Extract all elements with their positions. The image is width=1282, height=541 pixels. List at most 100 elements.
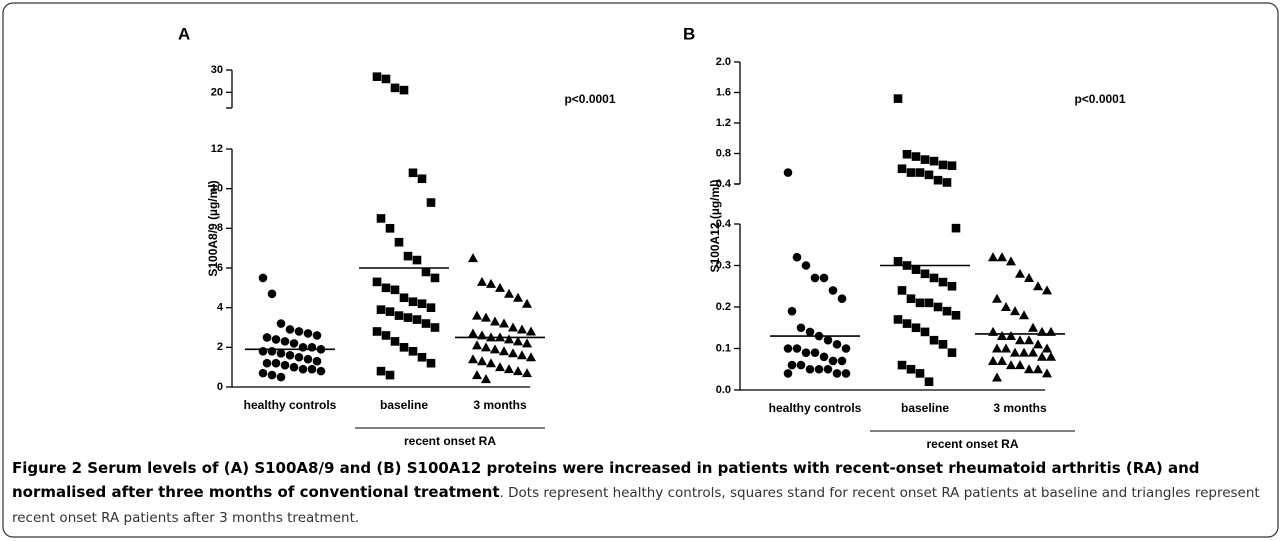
triangle-point (513, 336, 523, 346)
triangle-point (1046, 351, 1056, 361)
triangle-point (513, 292, 523, 302)
triangle-point (472, 370, 482, 380)
dot (285, 325, 295, 334)
square-point (417, 352, 427, 362)
square-point (426, 198, 436, 207)
square-point (947, 161, 957, 170)
dot (783, 369, 793, 378)
dot (303, 354, 313, 364)
dot (258, 347, 268, 356)
triangle-point (504, 334, 514, 344)
y-tick-label: 2 (217, 341, 223, 353)
p-value: p<0.0001 (564, 92, 615, 106)
square-point (951, 223, 961, 233)
square-point (385, 307, 395, 316)
dot (298, 343, 308, 352)
square-point (376, 214, 386, 223)
square-point (938, 277, 948, 287)
caption: Figure 2 Serum levels of (A) S100A8/9 an… (12, 456, 1268, 530)
square-point (911, 265, 921, 274)
square-point (929, 335, 939, 345)
triangle-point (997, 331, 1007, 341)
y-tick-label: 0.0 (716, 384, 731, 396)
x-tick-label: baseline (380, 398, 428, 412)
square-point (385, 224, 395, 233)
y-axis-label: S100A12 (µg/ml) (708, 180, 722, 273)
dot (289, 339, 299, 348)
group-label: recent onset RA (926, 437, 1018, 451)
triangle-point (468, 328, 478, 338)
triangle-point (1010, 347, 1020, 357)
triangle-point (477, 356, 487, 366)
square-point (385, 370, 395, 380)
triangle-point (499, 318, 509, 328)
dot (258, 273, 268, 283)
square-point (381, 283, 391, 293)
triangle-point (997, 355, 1007, 365)
dot (796, 323, 806, 333)
square-point (408, 168, 418, 178)
y-tick-label: 2.0 (716, 56, 731, 68)
dot (819, 352, 829, 362)
square-point (408, 347, 418, 356)
triangle-point (1033, 281, 1043, 291)
square-point (390, 337, 400, 346)
square-point (942, 178, 952, 187)
dot (267, 370, 277, 380)
dot (258, 368, 268, 378)
square-point (399, 343, 409, 352)
square-point (430, 273, 440, 283)
square-point (902, 149, 912, 159)
square-point (938, 160, 948, 170)
caption-title: Figure 2 Serum levels of (A) S100A8/9 an… (12, 459, 1200, 501)
triangle-point (481, 342, 491, 352)
triangle-point (1033, 339, 1043, 349)
y-tick-label: 0.2 (716, 301, 731, 313)
square-point (938, 340, 948, 349)
x-tick-label: baseline (901, 401, 949, 415)
square-point (942, 306, 952, 316)
triangle-point (1037, 351, 1047, 361)
dot (307, 343, 317, 352)
dot (837, 356, 847, 366)
triangle-point (468, 354, 478, 364)
triangle-point (1015, 335, 1025, 345)
square-point (915, 168, 925, 177)
triangle-point (481, 374, 491, 384)
triangle-point (522, 298, 532, 308)
triangle-point (472, 340, 482, 350)
dot (285, 350, 295, 360)
dot (294, 352, 304, 362)
square-point (421, 267, 431, 277)
dot (792, 252, 802, 262)
triangle-point (517, 324, 527, 334)
y-tick-label: 6 (217, 262, 223, 274)
square-point (399, 293, 409, 303)
triangle-point (522, 368, 532, 378)
triangle-point (486, 358, 496, 368)
panel-label: B (683, 24, 695, 43)
triangle-point (490, 316, 500, 326)
triangle-point (477, 276, 487, 286)
square-point (924, 298, 934, 308)
x-tick-label: healthy controls (244, 398, 337, 412)
square-point (426, 303, 436, 312)
square-point (893, 257, 903, 266)
square-point (911, 152, 921, 161)
x-tick-label: healthy controls (769, 401, 862, 415)
square-point (372, 277, 382, 287)
square-point (924, 170, 934, 180)
dot (787, 360, 797, 370)
triangle-point (1028, 347, 1038, 357)
triangle-point (1006, 256, 1016, 266)
y-tick-label: 12 (211, 143, 223, 155)
triangle-point (1042, 343, 1052, 353)
square-point (408, 297, 418, 307)
dot (819, 273, 829, 283)
triangle-point (1028, 322, 1038, 332)
triangle-point (490, 344, 500, 354)
square-point (403, 251, 413, 261)
square-point (906, 364, 916, 374)
square-point (372, 327, 382, 336)
p-value: p<0.0001 (1074, 92, 1125, 106)
